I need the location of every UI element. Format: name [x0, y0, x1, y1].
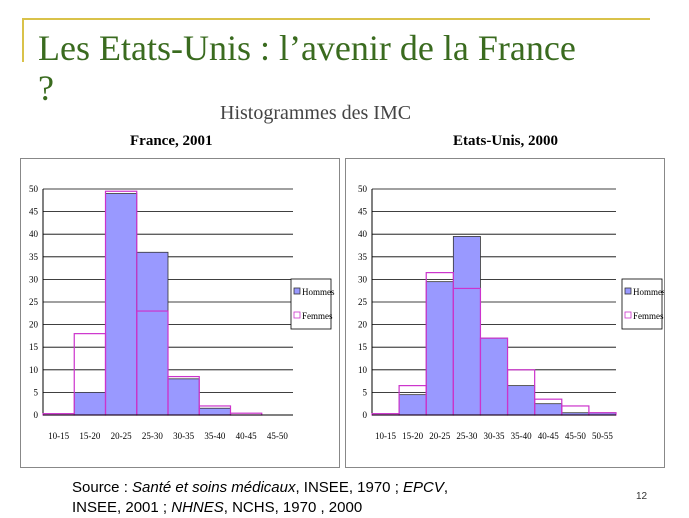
- x-tick-label: 40-45: [538, 431, 559, 441]
- y-tick-label: 10: [29, 365, 39, 375]
- chart-france: 0 5 10 15 20 25 30 35 40 45 50 10-15 15-20 20-25 25-30…: [20, 158, 340, 468]
- y-tick-label: 40: [29, 229, 39, 239]
- y-tick-label: 35: [358, 252, 368, 262]
- y-tick-label: 40: [358, 229, 368, 239]
- title-accent-vline: [22, 18, 24, 62]
- x-tick-label: 30-35: [173, 431, 194, 441]
- x-tick-label: 50-55: [592, 431, 613, 441]
- x-tick-label: 45-50: [267, 431, 288, 441]
- bar-hommes: [480, 337, 508, 416]
- y-tick-label: 45: [29, 207, 39, 217]
- chart-usa-svg: 0 5 10 15 20 25 30 35 40 45 50 10-15 15-20 20-25 25-30…: [358, 184, 664, 441]
- y-tick-label: 45: [358, 207, 368, 217]
- chart-usa: 0 5 10 15 20 25 30 35 40 45 50 10-15 15-20 20-25 25-30…: [345, 158, 665, 468]
- legend-swatch: [293, 311, 301, 319]
- y-tick-label: 15: [358, 342, 368, 352]
- x-tick-label: 45-50: [565, 431, 586, 441]
- slide-subtitle: Histogrammes des IMC: [220, 102, 412, 124]
- legend-box: [290, 278, 332, 330]
- y-tick-label: 20: [358, 320, 368, 330]
- y-tick-label: 50: [29, 184, 39, 194]
- footer-line-2: INSEE, 2001 ; NHNES, NCHS, 1970 , 2000: [72, 498, 448, 518]
- chart-title-usa: Etats-Unis, 2000: [453, 133, 559, 149]
- chart-title-france: France, 2001: [130, 133, 213, 149]
- legend-label: Hommes: [633, 287, 664, 297]
- bar-hommes: [507, 385, 536, 416]
- legend-label: Femmes: [302, 311, 333, 321]
- legend-label: Femmes: [633, 311, 664, 321]
- legend: Hommes Femmes: [621, 278, 664, 330]
- bar-hommes: [167, 378, 200, 416]
- bar-hommes: [73, 391, 106, 416]
- footer-text-italic: EPCV: [403, 479, 444, 496]
- legend-swatch: [624, 311, 632, 319]
- legend-box: [621, 278, 663, 330]
- y-tick-label: 0: [34, 410, 39, 420]
- footer-text: , INSEE, 1970 ;: [295, 479, 404, 496]
- x-tick-label: 30-35: [484, 431, 505, 441]
- y-tick-label: 15: [29, 342, 39, 352]
- x-tick-label: 20-25: [429, 431, 450, 441]
- footer-text: INSEE, 2001 ;: [72, 499, 172, 516]
- footer-text: ,: [443, 479, 449, 496]
- bar-hommes: [198, 407, 231, 416]
- x-tick-label: 10-15: [48, 431, 69, 441]
- x-tick-label: 40-45: [236, 431, 257, 441]
- footer-text: Source :: [72, 479, 133, 496]
- y-tick-label: 5: [34, 387, 39, 397]
- y-tick-label: 30: [29, 274, 39, 284]
- footer-text-italic: Santé et soins médicaux: [132, 479, 296, 496]
- bar-hommes: [105, 193, 138, 416]
- source-footer: Source : Santé et soins médicaux, INSEE,…: [72, 478, 448, 518]
- y-tick-label: 50: [358, 184, 368, 194]
- legend-label: Hommes: [302, 287, 335, 297]
- legend: Hommes Femmes: [290, 278, 335, 330]
- x-tick-label: 35-40: [204, 431, 225, 441]
- footer-line-1: Source : Santé et soins médicaux, INSEE,…: [72, 478, 448, 498]
- bar-hommes: [425, 281, 454, 416]
- bar-hommes: [534, 403, 563, 416]
- legend-swatch: [293, 287, 301, 295]
- chart-france-svg: 0 5 10 15 20 25 30 35 40 45 50 10-15 15-20 20-25 25-30…: [29, 184, 335, 441]
- x-tick-label: 15-20: [402, 431, 423, 441]
- x-tick-label: 25-30: [456, 431, 477, 441]
- x-tick-label: 10-15: [375, 431, 396, 441]
- page-number: 12: [636, 491, 648, 502]
- x-tick-label: 35-40: [511, 431, 532, 441]
- footer-text: , NCHS, 1970 , 2000: [223, 499, 363, 516]
- bar-hommes: [452, 236, 481, 416]
- title-accent-line: [22, 18, 650, 20]
- y-tick-label: 20: [29, 320, 39, 330]
- y-tick-label: 0: [363, 410, 368, 420]
- y-tick-label: 35: [29, 252, 39, 262]
- bar-hommes: [398, 394, 427, 416]
- x-tick-label: 25-30: [142, 431, 163, 441]
- bar-hommes: [136, 251, 169, 416]
- footer-text-italic: NHNES: [171, 499, 224, 516]
- y-tick-label: 25: [358, 297, 368, 307]
- y-tick-label: 5: [363, 387, 368, 397]
- y-tick-label: 25: [29, 297, 39, 307]
- legend-swatch: [624, 287, 632, 295]
- x-tick-label: 20-25: [111, 431, 132, 441]
- slide-title: Les Etats-Unis : l’avenir de la France ?: [38, 28, 576, 108]
- y-tick-label: 30: [358, 274, 368, 284]
- y-tick-label: 10: [358, 365, 368, 375]
- x-tick-label: 15-20: [79, 431, 100, 441]
